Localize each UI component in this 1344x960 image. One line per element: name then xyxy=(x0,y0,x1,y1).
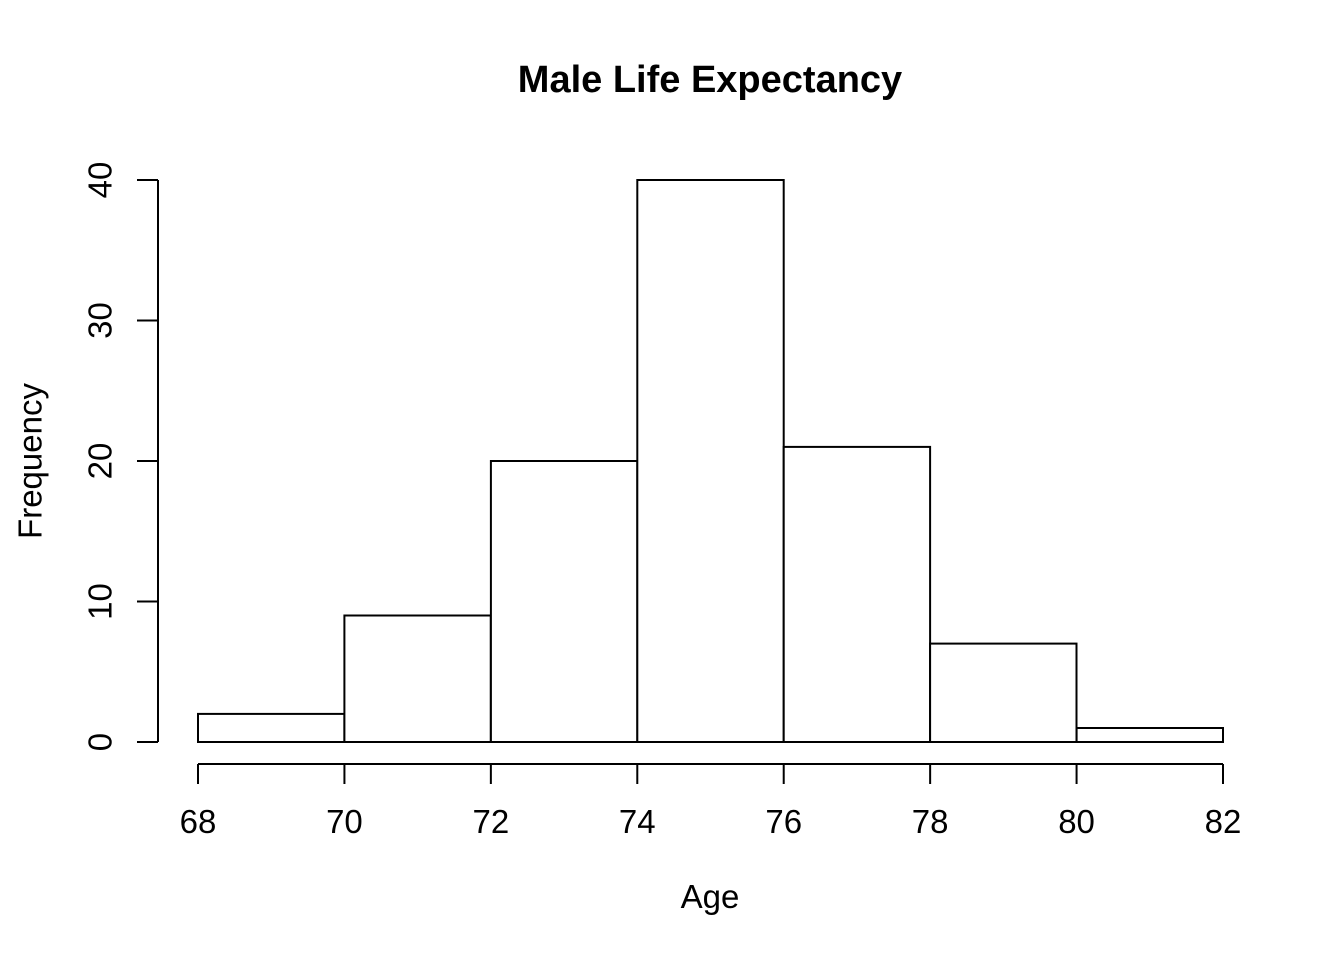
x-axis-tick-label: 74 xyxy=(619,803,656,840)
histogram-bar xyxy=(1075,727,1224,743)
y-axis-title: Frequency xyxy=(12,383,49,539)
x-axis-tick-label: 80 xyxy=(1058,803,1095,840)
x-axis-tick-label: 72 xyxy=(472,803,509,840)
histogram-bar xyxy=(782,445,932,743)
histogram-bar xyxy=(636,179,785,743)
bars-group xyxy=(197,179,1224,744)
x-axis-tick-label: 82 xyxy=(1205,803,1242,840)
x-axis-tick-label: 68 xyxy=(180,803,217,840)
histogram-bar xyxy=(197,712,346,744)
x-axis: 68 70 72 74 76 78 80 82 xyxy=(180,763,1242,840)
histogram-bar xyxy=(489,460,639,743)
y-axis-tick-label: 20 xyxy=(82,443,119,480)
y-axis: 0 10 20 30 40 xyxy=(82,162,159,751)
y-axis-tick-label: 30 xyxy=(82,302,119,339)
histogram-bar xyxy=(343,614,492,743)
x-axis-title: Age xyxy=(681,878,740,915)
histogram-bar xyxy=(929,642,1078,743)
x-axis-tick-label: 76 xyxy=(765,803,802,840)
x-axis-tick-label: 70 xyxy=(326,803,363,840)
y-axis-tick-label: 0 xyxy=(82,733,119,751)
y-axis-tick-label: 10 xyxy=(82,583,119,620)
chart-title: Male Life Expectancy xyxy=(518,59,902,101)
y-axis-tick-label: 40 xyxy=(82,162,119,199)
x-axis-tick-label: 78 xyxy=(912,803,949,840)
